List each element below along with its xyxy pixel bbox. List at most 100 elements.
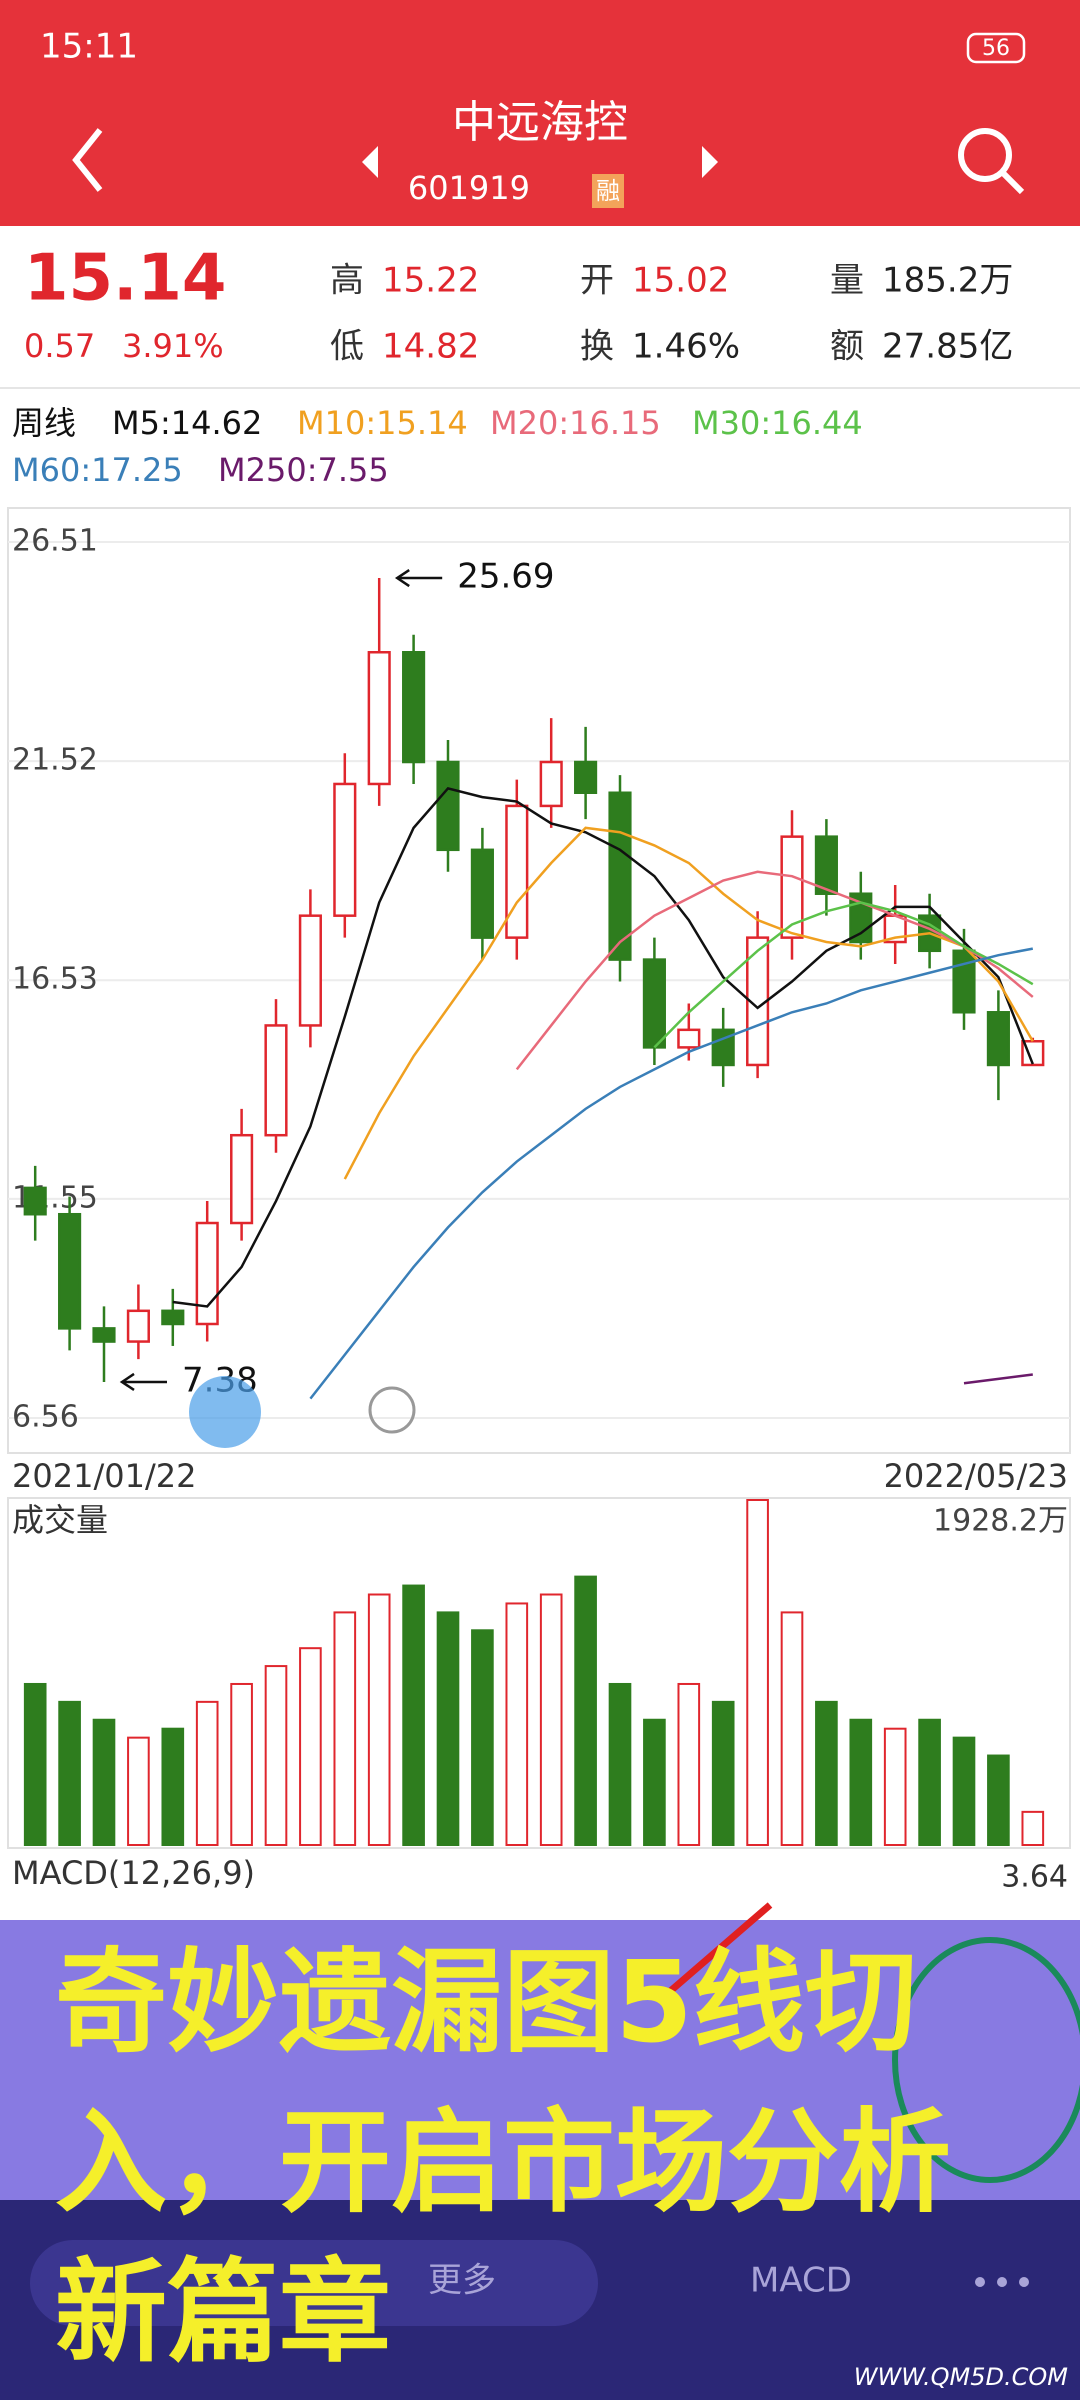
volume-bar <box>402 1584 425 1846</box>
arrow-head <box>119 1372 135 1391</box>
volume-bar <box>299 1647 322 1847</box>
badge-bg <box>592 174 624 208</box>
hand-drawn-circle <box>892 1937 1080 2183</box>
y-tick-label: 1928.2万 <box>933 1504 1068 1539</box>
price: 15.14 <box>24 242 226 316</box>
volume-bar <box>643 1718 666 1847</box>
volume-bar <box>574 1575 597 1846</box>
macd-tick: 3.64 <box>1001 1860 1068 1895</box>
watermark: WWW.QM5D.COM <box>854 2363 1068 2391</box>
volume-bar <box>608 1682 632 1846</box>
next-stock[interactable] <box>702 146 718 178</box>
search-handle <box>999 169 1025 195</box>
volume-bar <box>1021 1810 1045 1847</box>
volume-bar <box>264 1665 288 1847</box>
candle-body <box>230 1133 254 1225</box>
candle-body <box>952 949 976 1014</box>
stock-name: 中远海控 <box>452 97 628 148</box>
volume-bar <box>436 1611 460 1847</box>
menu-dot[interactable] <box>997 2277 1007 2287</box>
ma-legend: M20:16.15 <box>490 404 661 442</box>
y-tick-label: 21.52 <box>12 743 98 778</box>
volume-bar <box>333 1611 357 1847</box>
stat-label: 换 <box>580 327 614 367</box>
search-button[interactable] <box>958 128 1012 182</box>
end-date: 2022/05/23 <box>884 1457 1068 1495</box>
ma-line <box>309 947 1034 1400</box>
ma-line <box>653 901 1034 1049</box>
info-icon[interactable] <box>368 1386 416 1434</box>
stat-value: 27.85亿 <box>882 327 1013 367</box>
header-bg <box>0 0 1080 226</box>
stat-label: 量 <box>830 261 864 301</box>
candle-body <box>333 782 357 917</box>
ma-line <box>515 870 1034 1071</box>
back-button[interactable] <box>72 128 103 192</box>
candle-body <box>436 760 460 852</box>
stat-label: 额 <box>830 327 864 367</box>
y-tick-label: 26.51 <box>12 524 98 559</box>
ma-legend: M250:7.55 <box>218 451 389 489</box>
volume-bar <box>780 1611 804 1847</box>
start-date: 2021/01/22 <box>12 1457 196 1495</box>
volume-bar <box>677 1682 701 1846</box>
candle-body <box>126 1309 150 1343</box>
ma-legend: M60:17.25 <box>12 451 183 489</box>
volume-bar <box>746 1499 769 1846</box>
y-tick-label: 6.56 <box>12 1399 79 1434</box>
candle-body <box>92 1327 116 1343</box>
candle-body <box>814 835 838 895</box>
volume-bar <box>23 1682 47 1846</box>
ma-legend: M5:14.62 <box>112 404 262 442</box>
float-button[interactable] <box>189 1376 261 1448</box>
arrow-head <box>394 569 410 588</box>
volume-bar <box>883 1727 907 1847</box>
status-time: 15:11 <box>40 27 138 67</box>
price-change-pct: 3.91% <box>122 327 224 365</box>
volume-frame <box>7 1497 1071 1849</box>
candle-body <box>367 651 391 786</box>
volume-bar <box>92 1718 116 1847</box>
nav-pill <box>30 2240 598 2326</box>
volume-bar <box>127 1736 150 1847</box>
candle-body <box>608 791 632 961</box>
volume-bar <box>367 1593 391 1847</box>
candle-body <box>539 760 563 808</box>
nav-macd[interactable]: MACD <box>750 2261 852 2301</box>
stat-value: 1.46% <box>632 327 740 367</box>
period-label: 周线 <box>12 404 76 442</box>
volume-bar <box>195 1700 219 1846</box>
overlay-text: 入，开启市场分析 <box>55 2098 951 2228</box>
ma-line <box>343 826 1034 1180</box>
stat-value: 185.2万 <box>882 261 1013 301</box>
candle-body <box>23 1186 47 1216</box>
stat-value: 15.22 <box>382 261 479 301</box>
volume-bar <box>471 1629 494 1847</box>
ma-line <box>172 786 1034 1308</box>
volume-bar <box>505 1602 529 1847</box>
overlay-band <box>0 1920 1080 2200</box>
menu-dot[interactable] <box>975 2277 985 2287</box>
volume-bar <box>539 1593 563 1847</box>
overlay-text: 奇妙遗漏图5线切 <box>55 1938 917 2068</box>
battery-level: 56 <box>982 36 1010 61</box>
ma-line <box>963 1373 1033 1385</box>
candle-body <box>195 1221 219 1326</box>
candle-body <box>470 848 494 939</box>
nav-more[interactable]: 更多 <box>428 2261 496 2301</box>
badge: 融 <box>596 177 620 205</box>
price-change: 0.57 <box>24 327 95 365</box>
menu-dot[interactable] <box>1019 2277 1029 2287</box>
prev-stock[interactable] <box>362 146 378 178</box>
volume-bar <box>230 1682 253 1846</box>
candle-body <box>677 1028 701 1049</box>
ma-legend: M10:15.14 <box>297 404 468 442</box>
candle-body <box>161 1309 185 1326</box>
volume-bar <box>987 1754 1010 1847</box>
y-tick-label: 16.53 <box>12 962 98 997</box>
extreme-label: 25.69 <box>457 557 554 597</box>
macd-title: MACD(12,26,9) <box>12 1854 255 1892</box>
candle-body <box>642 958 666 1049</box>
candle-body <box>505 804 529 939</box>
